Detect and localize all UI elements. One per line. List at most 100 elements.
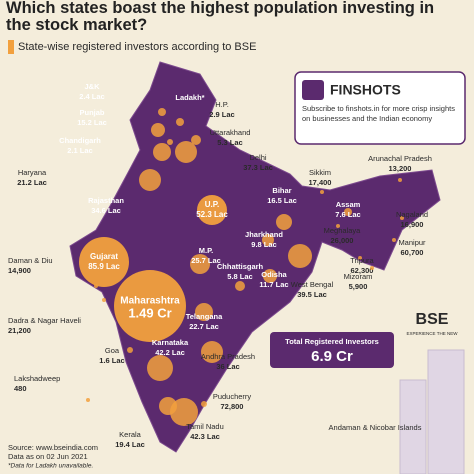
state-name: Manipur	[398, 238, 426, 247]
state-name: J&K	[84, 82, 100, 91]
state-value: 14,900	[8, 266, 31, 275]
bubble	[400, 216, 404, 220]
state-value: 60,700	[401, 248, 424, 257]
state-name: M.P.	[199, 246, 213, 255]
bubble	[392, 238, 396, 242]
bubble	[320, 190, 324, 194]
state-name: Goa	[105, 346, 120, 355]
state-name: Jharkhand	[245, 230, 283, 239]
state-name: Maharashtra	[120, 296, 180, 307]
state-value: 34.6 Lac	[91, 206, 121, 215]
state-value: 21.2 Lac	[17, 178, 47, 187]
footer-date: Data as on 02 Jun 2021	[8, 452, 88, 461]
bubble	[102, 298, 106, 302]
state-value: 19.4 Lac	[115, 440, 145, 449]
total-value: 6.9 Cr	[311, 348, 353, 365]
bubble	[158, 108, 166, 116]
bubble	[176, 118, 184, 126]
state-value: 36 Lac	[216, 362, 239, 371]
state-value: 2.9 Lac	[209, 110, 234, 119]
state-value: 11.7 Lac	[259, 280, 288, 289]
skyline	[399, 349, 465, 474]
bubble	[358, 256, 362, 260]
state-value: 42.2 Lac	[155, 348, 185, 357]
state-name: Tripura	[350, 256, 374, 265]
bubble	[139, 169, 161, 191]
state-name: Uttarakhand	[210, 128, 251, 137]
state-value: 13,200	[389, 164, 412, 173]
state-name: Sikkim	[309, 168, 331, 177]
state-name: Rajasthan	[88, 196, 124, 205]
state-value: 25.7 Lac	[191, 256, 221, 265]
bubble	[153, 143, 171, 161]
state-value: 52.3 Lac	[196, 210, 228, 219]
bubble	[147, 355, 173, 381]
bubble	[288, 244, 312, 268]
bubble	[94, 284, 98, 288]
state-name: Arunachal Pradesh	[368, 154, 432, 163]
bubble	[151, 123, 165, 137]
state-value: 5.8 Lac	[227, 272, 252, 281]
state-name: Assam	[336, 200, 361, 209]
bubble	[370, 266, 374, 270]
bubble	[398, 178, 402, 182]
state-name: Kerala	[119, 430, 142, 439]
state-name: West Bengal	[291, 280, 334, 289]
state-name: Karnataka	[152, 338, 189, 347]
accent	[8, 40, 14, 54]
state-name: Daman & Diu	[8, 256, 53, 265]
bubble	[86, 398, 90, 402]
state-name: Chhattisgarh	[217, 262, 264, 271]
subtitle: State-wise registered investors accordin…	[18, 41, 256, 53]
building	[427, 349, 465, 474]
promo-text: Subscribe to finshots.in for more crisp …	[302, 104, 455, 123]
state-name: Meghalaya	[324, 226, 362, 235]
title: Which states boast the highest populatio…	[6, 0, 435, 34]
state-name: Mizoram	[344, 272, 373, 281]
state-value: 5.3 Lac	[217, 138, 242, 147]
state-value: 42.3 Lac	[190, 432, 220, 441]
state-value: 62,300	[351, 266, 374, 275]
bubble	[167, 139, 173, 145]
bubble	[235, 281, 245, 291]
state-value: 26,000	[331, 236, 354, 245]
state-name: H.P.	[215, 100, 229, 109]
state-name: Andhra Pradesh	[201, 352, 255, 361]
title-box: Which states boast the highest populatio…	[6, 0, 435, 34]
promo-icon	[302, 80, 324, 100]
state-name: U.P.	[205, 200, 220, 209]
promo-brand: FINSHOTS	[330, 82, 401, 98]
promo-text-box: Subscribe to finshots.in for more crisp …	[302, 104, 455, 123]
total-label: Total Registered Investors	[285, 337, 379, 346]
footer-note: *Data for Ladakh unavailable.	[8, 463, 93, 470]
state-name: Odisha	[261, 270, 287, 279]
state-value: 480	[14, 384, 27, 393]
bubble	[191, 135, 201, 145]
bubble	[195, 303, 213, 321]
state-name: Punjab	[79, 108, 104, 117]
state-value: 1.49 Cr	[128, 305, 171, 320]
state-value: 22.7 Lac	[189, 322, 219, 331]
state-name: Chandigarh	[59, 136, 101, 145]
bubble	[190, 254, 210, 274]
bubble	[127, 347, 133, 353]
state-value: 9.8 Lac	[251, 240, 276, 249]
state-value: 17,400	[309, 178, 332, 187]
bubble	[276, 214, 292, 230]
state-name: Telangana	[186, 312, 223, 321]
bubble	[79, 237, 129, 287]
bubble	[263, 269, 277, 283]
state-value: 2.4 Lac	[79, 92, 104, 101]
bubble	[170, 398, 198, 426]
state-value: 72,800	[221, 402, 244, 411]
state-value: 1.6 Lac	[99, 356, 124, 365]
bubble	[262, 234, 274, 246]
state-value: 37.3 Lac	[243, 163, 273, 172]
state-value: 16,900	[401, 220, 424, 229]
state-name: Delhi	[249, 153, 266, 162]
state-name: Tamil Nadu	[186, 422, 224, 431]
state-value: 21,200	[8, 326, 31, 335]
bubble	[114, 270, 186, 342]
state-name: Lakshadweep	[14, 374, 60, 383]
